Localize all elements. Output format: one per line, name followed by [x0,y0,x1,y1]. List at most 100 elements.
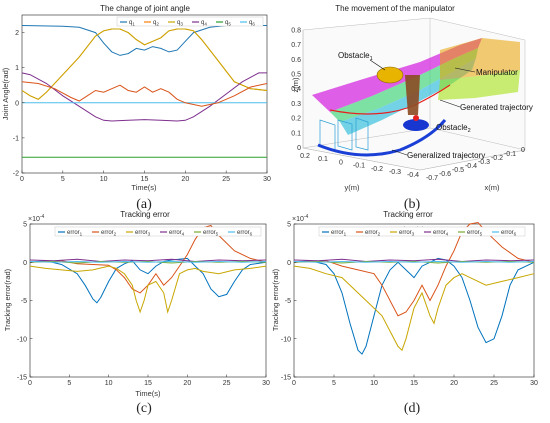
y-tick-label: -10 [281,336,291,343]
x-tick-label: 0 [292,380,296,387]
obstacle-1-leader [369,59,386,71]
x-tick-label: -0.2 [491,155,503,162]
panel-d-caption: (d) [404,401,421,416]
legend-label-q3: q3 [177,20,183,27]
legend-label-q6: q6 [249,20,255,27]
panel-b-ylabel: y(m) [345,183,360,192]
panel-d-y-ticks: -15 -10 -5 0 5 [281,222,297,382]
panel-b-y-ticks: 0.2 0.1 0 -0.1 -0.2 -0.3 -0.4 [300,153,419,179]
x-tick-label: -0.5 [452,167,464,174]
y-tick-label: 0 [15,100,19,107]
y-tick-label: 2 [15,30,19,37]
y-tick-label: -1 [13,135,19,142]
x-tick-label: 10 [100,176,108,183]
legend-label-error4: error4 [169,230,185,237]
panel-b-z-ticks: 0 0.1 0.2 0.3 0.4 0.5 0.6 0.7 0.8 [291,27,301,152]
legend-label-error5: error5 [203,230,219,237]
panel-c-ylabel: Tracking error(rad) [3,268,12,331]
legend-label-base: error [101,230,114,236]
y-tick-label: -5 [285,298,291,305]
series-line-error1 [293,257,535,355]
panel-d-title: Tracking error [383,210,433,219]
generated-trajectory-label: Generated trajectory [460,103,533,112]
panel-a: The change of joint angle 0 5 10 15 20 25 30 -… [1,4,271,212]
z-tick-label: 0.4 [291,86,301,93]
legend-label-base: error [331,230,344,236]
x-tick-label: 30 [263,176,271,183]
legend-label-sub: 2 [114,232,117,237]
z-tick-label: 0.3 [291,101,301,108]
legend-label-sub: 5 [216,232,219,237]
panel-c: Tracking error ×10-4 0 5 10 15 20 25 30 -15-10… [3,210,270,416]
series-line-error4 [293,258,535,263]
z-tick-label: 0.7 [291,42,301,49]
legend-label-sub: 1 [80,232,83,237]
z-tick-label: 0.5 [291,72,301,79]
panel-b: The movement of the manipulator 00.10.20… [291,4,533,212]
y-tick-label: -5 [21,298,27,305]
panel-d-legend: error1 error2 error3 error4 error5 error6 [318,226,526,237]
legend-label-base: error [135,230,148,236]
series-line-error2 [293,221,535,317]
series-line-error1 [29,257,267,304]
legend-label-sub: 4 [182,232,185,237]
x-tick-label: -0.3 [478,159,490,166]
panel-d-exponent: ×10-4 [292,214,309,223]
panel-a-xlabel: Time(s) [131,183,157,192]
legend-label-q1: q1 [129,20,135,27]
x-tick-label: -0.7 [426,175,438,182]
legend-label-error2: error2 [101,230,117,237]
panel-a-x-ticks: 0 5 10 15 20 25 30 [20,170,271,183]
y-tick-label: 5 [287,222,291,229]
panel-c-plot-area [29,223,267,378]
legend-label-sub: 2 [156,22,159,27]
panel-c-xlabel: Time(s) [135,389,161,398]
series-line-error6 [293,260,535,263]
panel-a-title: The change of joint angle [100,4,190,13]
x-tick-label: 0 [20,176,24,183]
legend-label-q5: q5 [225,20,231,27]
panel-c-x-ticks: 0 5 10 15 20 25 30 [28,374,270,387]
series-line-q3 [21,28,268,100]
legend-label-sub: 6 [252,22,255,27]
legend-label-base: error [237,230,250,236]
legend-label-sub: 3 [412,232,415,237]
legend-label-error6: error6 [501,230,517,237]
panel-c-caption: (c) [136,401,152,416]
legend-label-base: q [129,20,132,26]
legend-label-sub: 6 [250,232,253,237]
x-tick-label: 20 [450,380,458,387]
y-tick-label: 0 [287,260,291,267]
manipulator-label: Manipulator [476,68,518,77]
generalized-trajectory-leader [391,149,408,156]
generalized-trajectory-label: Generalized trajectory [407,151,485,160]
legend-label-sub: 3 [180,22,183,27]
x-tick-label: 15 [410,380,418,387]
panel-b-xlabel: x(m) [485,183,500,192]
panel-c-series [29,224,267,314]
panel-a-plot-area [21,14,268,174]
legend-label-error2: error2 [365,230,381,237]
panel-c-exponent: ×10-4 [28,214,45,223]
panel-c-legend: error1 error2 error3 error4 error5 error6 [54,226,262,237]
y-tick-label: 1 [15,65,19,72]
legend-label-base: error [467,230,480,236]
x-tick-label: 10 [370,380,378,387]
x-tick-label: -0.1 [504,151,516,158]
x-tick-label: 10 [105,380,113,387]
legend-label-q4: q4 [201,20,207,27]
series-line-q1 [21,25,267,56]
panel-a-y-ticks: -2 -1 0 1 2 [13,30,25,178]
legend-box [54,226,262,237]
legend-label-base: error [365,230,378,236]
legend-label-error1: error1 [67,230,83,237]
y-tick-label: 0 [23,260,27,267]
legend-label-sub: 5 [480,232,483,237]
x-tick-label: 25 [223,380,231,387]
panel-a-ylabel: Joint Angle(rad) [1,67,10,120]
x-tick-label: 30 [530,380,538,387]
obstacle-2-label: Obstacle2 [436,123,471,134]
legend-box [318,226,526,237]
